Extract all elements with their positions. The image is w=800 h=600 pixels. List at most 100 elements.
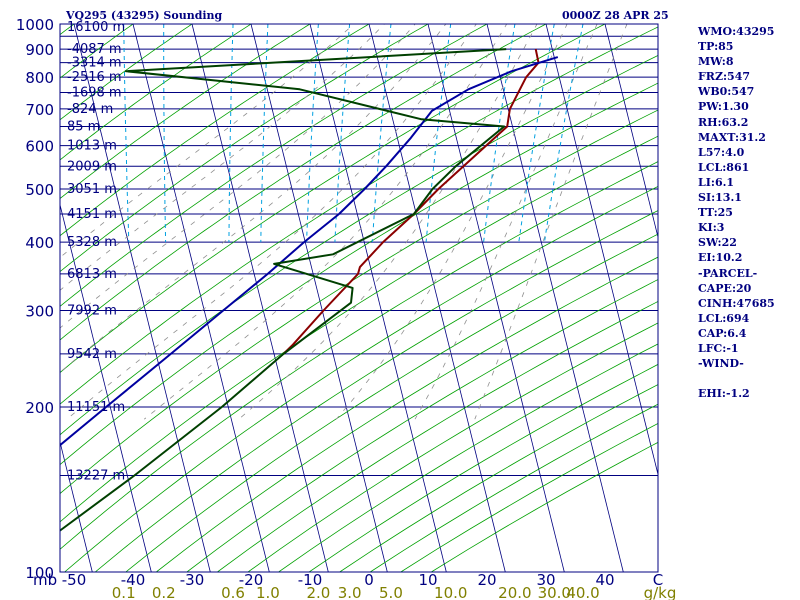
moist-adiabat-35: [335, 24, 568, 420]
mixing-ratio-line: [544, 24, 584, 243]
temperature-tick: 0: [364, 571, 374, 589]
isotherm--50: [73, 24, 211, 572]
pressure-tick: 900: [25, 41, 54, 59]
mixing-ratio-tick: 5.0: [379, 584, 403, 600]
pressure-unit-label: mb: [33, 571, 57, 589]
isotherm--40: [132, 24, 270, 572]
temperature-tick: 20: [477, 571, 496, 589]
index-21: LFC:-1: [698, 341, 739, 355]
mixing-ratio-line: [483, 24, 516, 243]
height-label: 9542 m: [67, 347, 117, 362]
mixing-ratio-line: [123, 24, 130, 243]
isotherm--30: [191, 24, 329, 572]
index-0: WMO:43295: [698, 25, 775, 38]
height-label: 11151 m: [67, 400, 125, 415]
dry-adiabat-170: [247, 322, 658, 572]
dry-adiabat-10: [60, 24, 429, 273]
temperature-tick: -10: [298, 571, 323, 589]
index-7: MAXT:31.2: [698, 130, 766, 144]
dry-adiabat-120: [94, 210, 658, 572]
dry-adiabat-100: [60, 161, 658, 550]
index-4: WB0:547: [698, 85, 755, 99]
moist-adiabat-30: [238, 24, 538, 420]
mixing-ratio-line: [334, 24, 351, 243]
mixing-ratio-line: [306, 24, 319, 243]
temperature-unit-label: C: [653, 571, 663, 589]
mixing-ratio-line: [518, 24, 555, 243]
mixing-ratio-tick: 40.0: [566, 584, 599, 600]
mixing-ratio-line: [425, 24, 452, 243]
height-label: -2516 m: [67, 70, 122, 85]
mixing-ratio-line: [228, 24, 234, 243]
temperature-tick: 30: [536, 571, 555, 589]
parcel-line: [60, 56, 559, 447]
mixing-ratio-line: [260, 24, 269, 243]
mixing-ratio-tick: 20.0: [498, 584, 531, 600]
plot-frame: [59, 23, 659, 573]
height-label: 13227 m: [67, 469, 125, 484]
isotherm--20: [250, 24, 388, 572]
temperature-tick: -40: [121, 571, 146, 589]
mixing-ratio-tick: 10.0: [434, 584, 467, 600]
isotherm-0: [368, 24, 506, 572]
isotherm-40: [604, 24, 658, 239]
dry-adiabat-180: [278, 343, 658, 572]
mixing-ratio-tick: 3.0: [338, 584, 362, 600]
pressure-tick: 300: [25, 303, 54, 321]
index-22: -WIND-: [698, 357, 744, 371]
isotherm--10: [309, 24, 447, 572]
dry-adiabat--20: [60, 24, 252, 161]
dry-adiabat-150: [186, 279, 658, 572]
pressure-tick: 600: [25, 138, 54, 156]
dry-adiabat-70: [60, 82, 658, 466]
index-16: -PARCEL-: [698, 266, 758, 280]
pressure-tick: 100: [25, 564, 54, 582]
dry-adiabat-160: [217, 301, 658, 572]
mixing-ratio-tick: 0.2: [152, 584, 176, 600]
index-20: CAP:6.4: [698, 326, 747, 340]
temperature-tick: -20: [239, 571, 264, 589]
pressure-tick: 200: [25, 399, 54, 417]
index-19: LCL:694: [698, 311, 750, 325]
index-8: L57:4.0: [698, 145, 745, 159]
temperature-tick: 10: [418, 571, 437, 589]
height-label: 3051 m: [67, 182, 117, 197]
pressure-tick: 400: [25, 234, 54, 252]
pressure-tick: 1000: [16, 16, 54, 34]
mixing-ratio-tick: 2.0: [306, 584, 330, 600]
dry-adiabat-30: [60, 24, 547, 341]
mixing-ratio-tick: 0.1: [112, 584, 136, 600]
isotherm-10: [427, 24, 565, 572]
moist-adiabat-20: [66, 24, 477, 420]
height-label: 1013 m: [67, 139, 117, 154]
mixing-ratio-tick: 0.6: [221, 584, 245, 600]
moist-adiabat-40: [414, 24, 598, 420]
dry-adiabat-20: [60, 24, 488, 307]
index-5: PW:1.30: [698, 100, 749, 114]
mixing-ratio-tick: 30.0: [538, 584, 571, 600]
temperature-tick: -30: [180, 571, 205, 589]
dry-adiabat-40: [60, 24, 606, 374]
height-label: 4151 m: [67, 207, 117, 222]
index-1: TP:85: [698, 40, 734, 54]
index-9: LCL:861: [698, 160, 750, 174]
index-10: LI:6.1: [698, 175, 735, 189]
height-label: 16100 m: [67, 20, 125, 35]
indices-panel: WMO:43295 TP:85 MW:8 FRZ:547 WB0:547 PW:1.30 R…: [698, 24, 798, 401]
index-24: EHI:-1.2: [698, 387, 750, 401]
height-label: 85 m: [67, 120, 100, 135]
height-label: -3314 m: [67, 56, 122, 71]
moist-adiabat-25: [143, 24, 508, 420]
index-6: RH:63.2: [698, 115, 749, 129]
pressure-tick: 500: [25, 181, 54, 199]
dry-adiabat--40: [60, 24, 134, 79]
index-11: SI:13.1: [698, 191, 742, 205]
pressure-tick: 700: [25, 101, 54, 119]
height-label: 5328 m: [67, 235, 117, 250]
dry-adiabat-0: [60, 24, 370, 237]
index-23: [698, 371, 798, 386]
chart-title: VQ295 (43295) Sounding: [66, 9, 223, 22]
dry-adiabat-50: [60, 26, 658, 405]
index-3: FRZ:547: [698, 70, 751, 84]
